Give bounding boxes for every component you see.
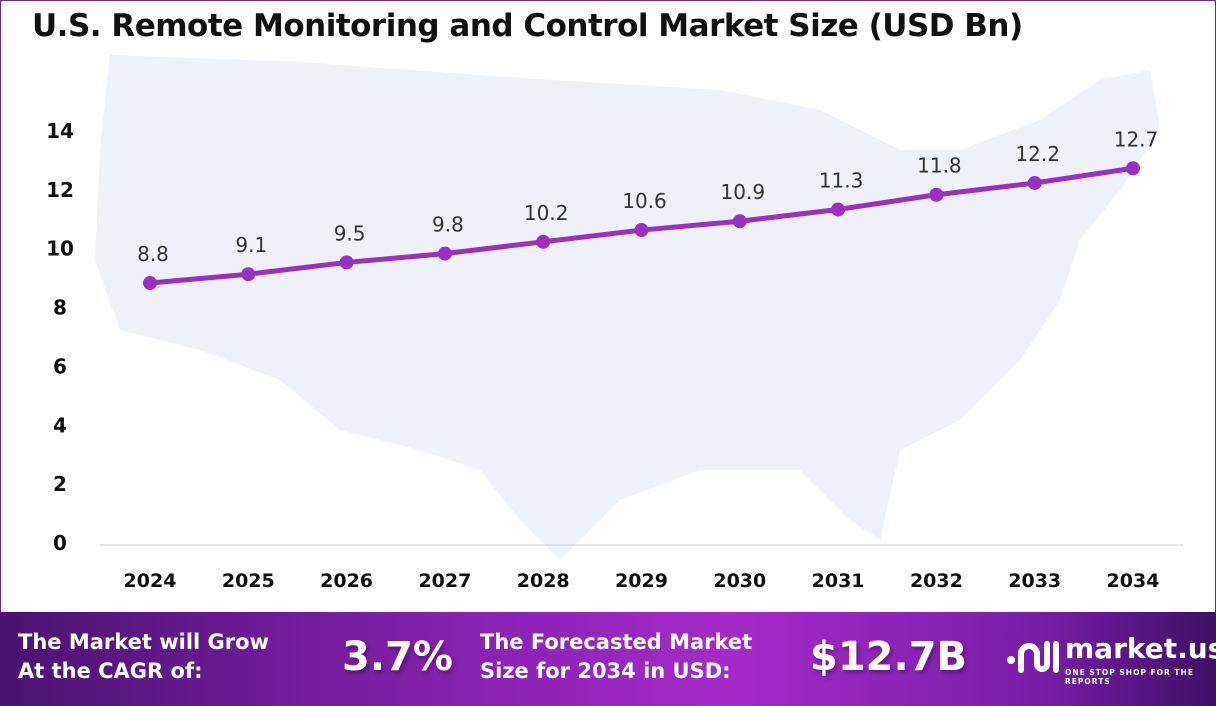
y-tick-label: 0 [53,531,67,555]
data-label: 9.5 [334,221,366,245]
logo-tagline: ONE STOP SHOP FOR THE REPORTS [1065,668,1194,686]
y-tick-label: 8 [53,296,67,320]
x-tick-label: 2028 [517,570,570,592]
y-tick-label: 12 [46,178,74,202]
data-label: 10.6 [622,189,667,213]
market-us-logo: market.us ONE STOP SHOP FOR THE REPORTS [1005,632,1216,686]
logo-name: market.us [1065,632,1216,665]
data-point [732,214,747,229]
y-tick-label: 2 [53,472,67,496]
data-point [1126,161,1140,176]
cagr-label-line2: At the CAGR of: [18,659,203,683]
cagr-value: 3.7% [342,634,453,680]
line-chart: 0 2 4 6 8 10 12 14 2024 2025 2026 2027 2028 2029 2030 2… [46,55,1183,592]
x-tick-label: 2029 [615,570,668,592]
x-tick-label: 2027 [418,570,471,592]
footer-banner: The Market will Grow At the CAGR of: 3.7… [0,612,1216,706]
data-point [536,234,551,249]
x-tick-label: 2031 [812,570,865,592]
forecast-label-line2: Size for 2034 in USD: [480,659,731,683]
forecast-value: $12.7B [810,634,968,680]
data-point [437,246,452,261]
data-point [634,223,649,238]
data-label: 11.8 [917,154,962,178]
data-label: 12.2 [1015,142,1060,166]
y-tick-label: 10 [46,237,74,261]
x-tick-label: 2026 [320,570,373,592]
x-tick-label: 2024 [124,570,177,592]
data-label: 11.3 [819,168,864,192]
data-point [1027,175,1042,190]
y-tick-label: 14 [46,119,74,143]
forecast-label-line1: The Forecasted Market [480,630,753,654]
cagr-label: The Market will Grow At the CAGR of: [18,628,269,686]
logo-icon [1007,641,1059,673]
x-tick-label: 2034 [1107,570,1160,592]
x-tick-label: 2030 [713,570,766,592]
y-tick-label: 4 [53,413,67,437]
data-label: 8.8 [137,242,169,266]
us-map-silhouette [95,55,1160,560]
data-point [339,255,354,270]
chart-title: U.S. Remote Monitoring and Control Marke… [32,8,1023,44]
x-tick-label: 2032 [910,570,963,592]
data-label: 10.9 [721,180,766,204]
cagr-label-line1: The Market will Grow [18,630,269,654]
data-label: 12.7 [1114,127,1159,151]
data-point [831,202,846,217]
forecast-label: The Forecasted Market Size for 2034 in U… [480,628,752,686]
data-point [143,276,157,291]
data-label: 10.2 [524,201,569,225]
y-tick-label: 6 [53,354,67,378]
data-label: 9.1 [235,233,267,257]
x-tick-label: 2033 [1008,570,1061,592]
data-point [241,267,256,282]
data-label: 9.8 [432,213,464,237]
x-tick-label: 2025 [222,570,275,592]
data-point [929,187,944,202]
